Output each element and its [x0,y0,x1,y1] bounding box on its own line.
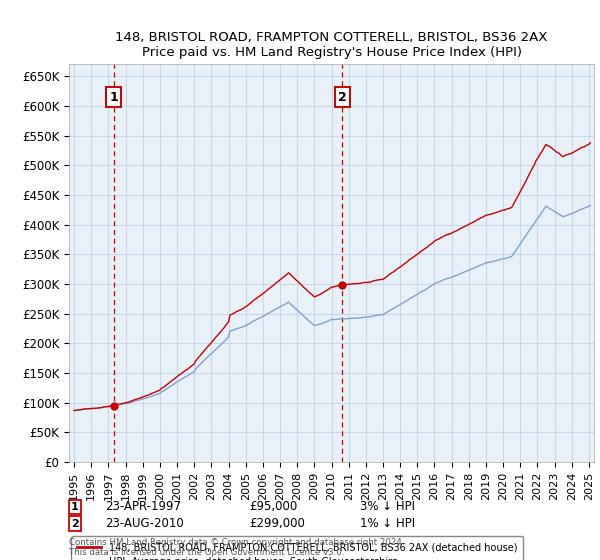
Text: 2: 2 [71,519,79,529]
Text: 2: 2 [338,91,347,104]
Text: 1: 1 [71,502,79,512]
Text: 23-AUG-2010: 23-AUG-2010 [105,517,184,530]
Text: £95,000: £95,000 [249,500,297,514]
Text: 1: 1 [109,91,118,104]
Text: £299,000: £299,000 [249,517,305,530]
Text: Contains HM Land Registry data © Crown copyright and database right 2024.
This d: Contains HM Land Registry data © Crown c… [69,538,404,557]
Text: 1% ↓ HPI: 1% ↓ HPI [360,517,415,530]
Title: 148, BRISTOL ROAD, FRAMPTON COTTERELL, BRISTOL, BS36 2AX
Price paid vs. HM Land : 148, BRISTOL ROAD, FRAMPTON COTTERELL, B… [115,31,548,59]
Legend: 148, BRISTOL ROAD, FRAMPTON COTTERELL, BRISTOL, BS36 2AX (detached house), HPI: : 148, BRISTOL ROAD, FRAMPTON COTTERELL, B… [71,536,523,560]
Text: 3% ↓ HPI: 3% ↓ HPI [360,500,415,514]
Text: 23-APR-1997: 23-APR-1997 [105,500,181,514]
